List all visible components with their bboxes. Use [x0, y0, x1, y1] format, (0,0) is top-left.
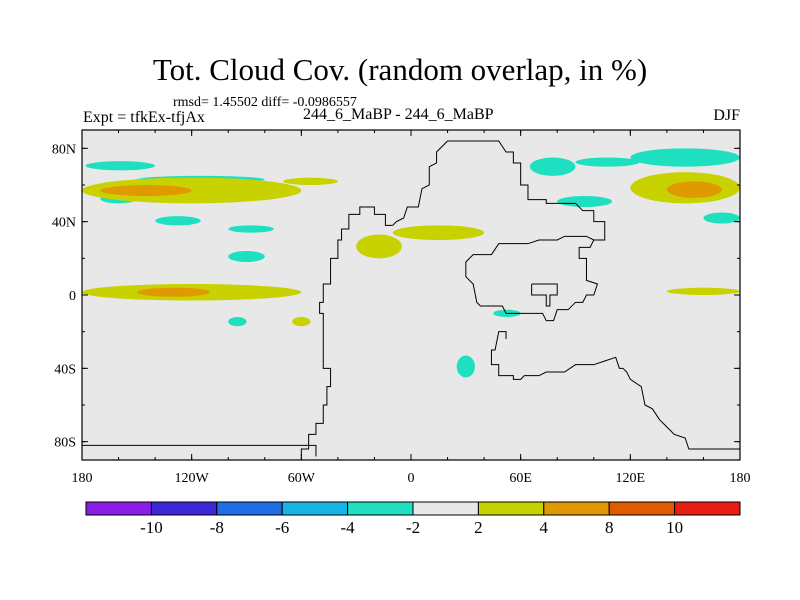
stats-text: rmsd= 1.45502 diff= -0.0986557	[173, 95, 357, 110]
experiment-label: Expt = tfkEx-tfjAx	[83, 109, 205, 126]
colorbar-label-7: 8	[605, 518, 614, 537]
x-tick-label-1: 120W	[175, 471, 210, 486]
colorbar-box-9	[674, 501, 741, 516]
colorbar-label-0: -10	[140, 518, 163, 537]
anomaly-region-12	[136, 287, 210, 297]
coastline-americas	[300, 206, 393, 457]
anomaly-region-5	[283, 177, 338, 185]
x-tick-label-6: 180	[730, 471, 751, 486]
anomaly-region-6	[155, 216, 201, 226]
colorbar-label-1: -8	[210, 518, 224, 537]
anomaly-region-14	[292, 317, 311, 327]
anomaly-region-8	[392, 225, 485, 241]
colorbar-label-5: 2	[474, 518, 483, 537]
anomaly-region-15	[456, 355, 475, 378]
x-tick-label-2: 60W	[288, 471, 316, 486]
colorbar-box-1	[150, 501, 218, 516]
colorbar-box-0	[85, 501, 152, 516]
coastline-southern	[490, 331, 740, 450]
anomaly-region-23	[557, 196, 613, 207]
x-tick-label-5: 120E	[616, 471, 646, 486]
anomaly-region-24	[666, 287, 740, 296]
y-tick-label-3: 40S	[54, 362, 76, 377]
anomaly-region-7	[356, 234, 402, 259]
coastline-india	[531, 283, 558, 307]
colorbar-box-2	[216, 501, 283, 516]
anomaly-region-21	[666, 181, 722, 198]
chart-title: Tot. Cloud Cov. (random overlap, in %)	[152, 52, 648, 87]
anomaly-region-17	[529, 157, 576, 176]
y-tick-label-1: 40N	[52, 216, 76, 231]
anomaly-region-13	[228, 317, 247, 327]
colorbar-label-4: -2	[406, 518, 420, 537]
colorbar-box-4	[347, 501, 414, 516]
colorbar-label-6: 4	[540, 518, 549, 537]
anomaly-region-22	[703, 212, 740, 224]
x-tick-label-0: 180	[72, 471, 93, 486]
y-tick-label-4: 80S	[54, 436, 76, 451]
coastline-antarctica-west	[82, 444, 317, 457]
anomaly-region-19	[630, 148, 741, 167]
season-label: DJF	[713, 107, 740, 124]
colorbar-box-7	[543, 501, 610, 516]
x-tick-label-3: 0	[408, 471, 415, 486]
colorbar-label-2: -6	[275, 518, 289, 537]
colorbar-box-5	[412, 501, 479, 516]
colorbar-label-8: 10	[666, 518, 683, 537]
y-tick-label-2: 0	[69, 289, 76, 304]
anomaly-region-10	[228, 251, 265, 262]
x-tick-label-4: 60E	[509, 471, 532, 486]
coastline-eurasia	[392, 140, 606, 322]
anomaly-region-9	[228, 225, 274, 233]
anomaly-region-3	[82, 177, 302, 204]
anomaly-region-18	[575, 157, 640, 167]
anomaly-region-0	[85, 161, 156, 171]
colorbar-box-8	[608, 501, 676, 516]
colorbar-label-3: -4	[341, 518, 356, 537]
anomaly-region-4	[100, 185, 192, 196]
colorbar-box-6	[477, 501, 545, 516]
y-tick-label-0: 80N	[52, 142, 76, 157]
center-label: 244_6_MaBP - 244_6_MaBP	[303, 106, 494, 123]
colorbar-box-3	[281, 501, 349, 516]
